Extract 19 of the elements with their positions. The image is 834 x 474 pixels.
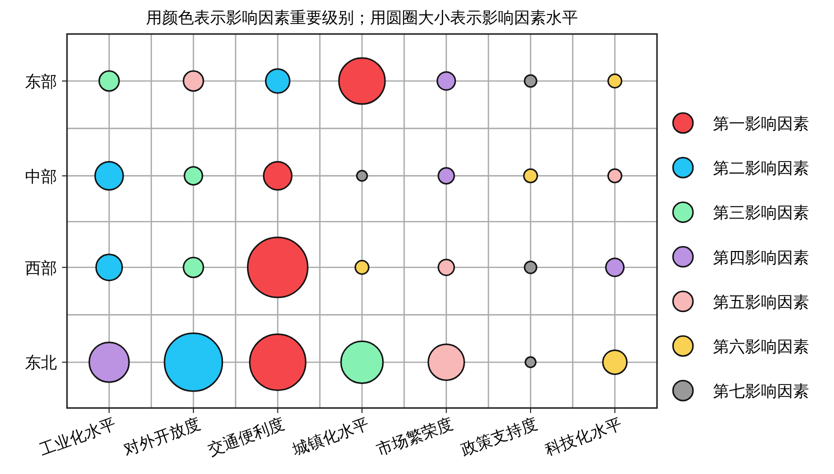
legend-label: 第七影响因素 xyxy=(713,382,809,401)
legend-label: 第六影响因素 xyxy=(713,337,809,356)
x-tick-label: 城镇化水平 xyxy=(288,414,372,460)
text: 东部 xyxy=(25,72,57,91)
text: 中部 xyxy=(25,166,57,186)
legend-label: 第四影响因素 xyxy=(713,248,809,267)
text: 西部 xyxy=(25,258,57,278)
x-tick-label: 市场繁荣度 xyxy=(374,414,456,460)
x-tick-label: 政策支持度 xyxy=(458,414,540,460)
legend-label: 第二影响因素 xyxy=(713,158,809,178)
chart-title: 用颜色表示影响因素重要级别；用圆圈大小表示影响因素水平 xyxy=(146,8,578,27)
legend-label: 第三影响因素 xyxy=(713,203,809,222)
legend-label: 第一影响因素 xyxy=(713,114,809,133)
x-tick-label: 交通便利度 xyxy=(205,414,288,460)
x-tick-label: 工业化水平 xyxy=(36,414,119,460)
text: 东北 xyxy=(25,353,57,372)
x-tick-label: 科技化水平 xyxy=(542,414,624,460)
legend-label: 第五影响因素 xyxy=(713,292,809,312)
x-tick-label: 对外开放度 xyxy=(121,414,203,460)
